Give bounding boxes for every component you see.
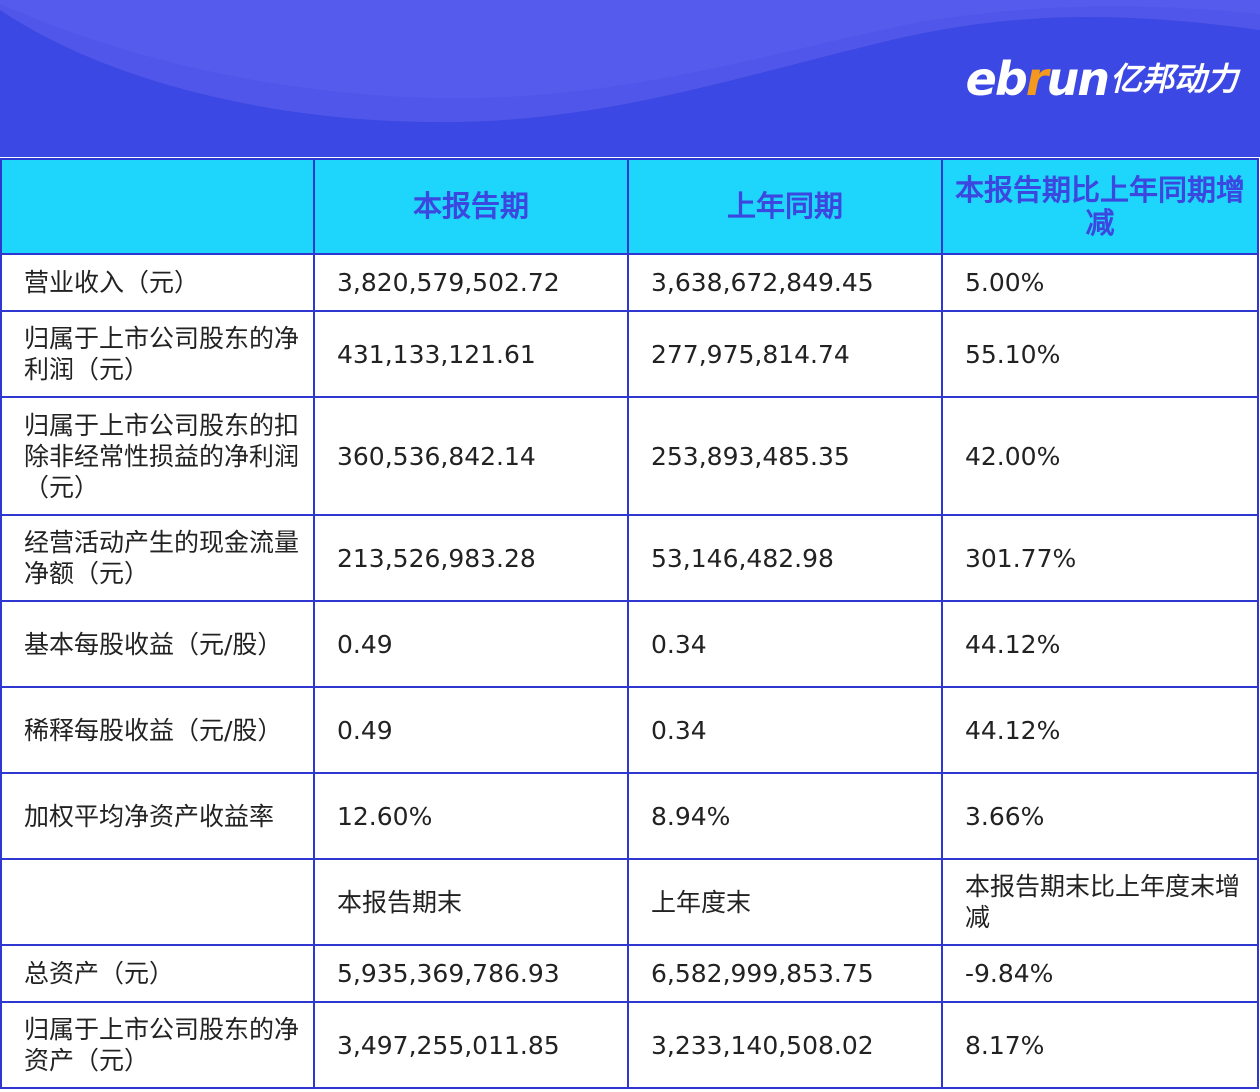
table-row: 稀释每股收益（元/股） 0.49 0.34 44.12% (0, 686, 1259, 774)
row-label: 基本每股收益（元/股） (0, 600, 315, 688)
logo-latin-text: ebrun (965, 52, 1110, 106)
subheader-prior-year-end: 上年度末 (627, 858, 943, 946)
logo-cn-text: 亿邦动力 (1109, 60, 1238, 98)
header-cell-blank (0, 158, 315, 255)
table-row: 营业收入（元） 3,820,579,502.72 3,638,672,849.4… (0, 253, 1259, 312)
row-label: 归属于上市公司股东的净资产（元） (0, 1001, 315, 1089)
table-row: 经营活动产生的现金流量净额（元） 213,526,983.28 53,146,4… (0, 514, 1259, 602)
row-label: 归属于上市公司股东的扣除非经常性损益的净利润（元） (0, 396, 315, 516)
cell-prior: 53,146,482.98 (627, 514, 943, 602)
cell-current: 0.49 (313, 686, 629, 774)
cell-change: 5.00% (941, 253, 1259, 312)
cell-change: -9.84% (941, 944, 1259, 1003)
cell-change: 8.17% (941, 1001, 1259, 1089)
banner-header: ebrun 亿邦动力 (0, 0, 1260, 157)
cell-current: 3,820,579,502.72 (313, 253, 629, 312)
table-subheader-row: 本报告期末 上年度末 本报告期末比上年度末增减 (0, 858, 1259, 946)
cell-prior: 6,582,999,853.75 (627, 944, 943, 1003)
cell-current: 12.60% (313, 772, 629, 860)
table-row: 归属于上市公司股东的扣除非经常性损益的净利润（元） 360,536,842.14… (0, 396, 1259, 516)
cell-current: 213,526,983.28 (313, 514, 629, 602)
table-row: 总资产（元） 5,935,369,786.93 6,582,999,853.75… (0, 944, 1259, 1003)
cell-change: 3.66% (941, 772, 1259, 860)
row-label (0, 858, 315, 946)
row-label: 总资产（元） (0, 944, 315, 1003)
cell-change: 44.12% (941, 686, 1259, 774)
cell-prior: 3,638,672,849.45 (627, 253, 943, 312)
table-row: 归属于上市公司股东的净利润（元） 431,133,121.61 277,975,… (0, 310, 1259, 398)
row-label: 营业收入（元） (0, 253, 315, 312)
header-cell-change: 本报告期比上年同期增减 (941, 158, 1259, 255)
header-cell-prior-period: 上年同期 (627, 158, 943, 255)
table-row: 基本每股收益（元/股） 0.49 0.34 44.12% (0, 600, 1259, 688)
cell-change: 301.77% (941, 514, 1259, 602)
cell-change: 55.10% (941, 310, 1259, 398)
cell-prior: 0.34 (627, 600, 943, 688)
row-label: 稀释每股收益（元/股） (0, 686, 315, 774)
cell-current: 3,497,255,011.85 (313, 1001, 629, 1089)
cell-current: 431,133,121.61 (313, 310, 629, 398)
row-label: 加权平均净资产收益率 (0, 772, 315, 860)
cell-current: 5,935,369,786.93 (313, 944, 629, 1003)
wave-decoration (0, 0, 1260, 123)
cell-prior: 277,975,814.74 (627, 310, 943, 398)
table-row: 加权平均净资产收益率 12.60% 8.94% 3.66% (0, 772, 1259, 860)
subheader-period-end: 本报告期末 (313, 858, 629, 946)
ebrun-logo: ebrun 亿邦动力 (966, 54, 1238, 104)
row-label: 经营活动产生的现金流量净额（元） (0, 514, 315, 602)
cell-current: 360,536,842.14 (313, 396, 629, 516)
cell-current: 0.49 (313, 600, 629, 688)
row-label: 归属于上市公司股东的净利润（元） (0, 310, 315, 398)
financial-summary-table: 本报告期 上年同期 本报告期比上年同期增减 营业收入（元） 3,820,579,… (0, 158, 1259, 1089)
subheader-change: 本报告期末比上年度末增减 (941, 858, 1259, 946)
table-header-row: 本报告期 上年同期 本报告期比上年同期增减 (0, 158, 1259, 255)
cell-prior: 3,233,140,508.02 (627, 1001, 943, 1089)
cell-prior: 8.94% (627, 772, 943, 860)
table-row: 归属于上市公司股东的净资产（元） 3,497,255,011.85 3,233,… (0, 1001, 1259, 1089)
header-cell-current-period: 本报告期 (313, 158, 629, 255)
cell-change: 42.00% (941, 396, 1259, 516)
cell-prior: 0.34 (627, 686, 943, 774)
cell-change: 44.12% (941, 600, 1259, 688)
cell-prior: 253,893,485.35 (627, 396, 943, 516)
